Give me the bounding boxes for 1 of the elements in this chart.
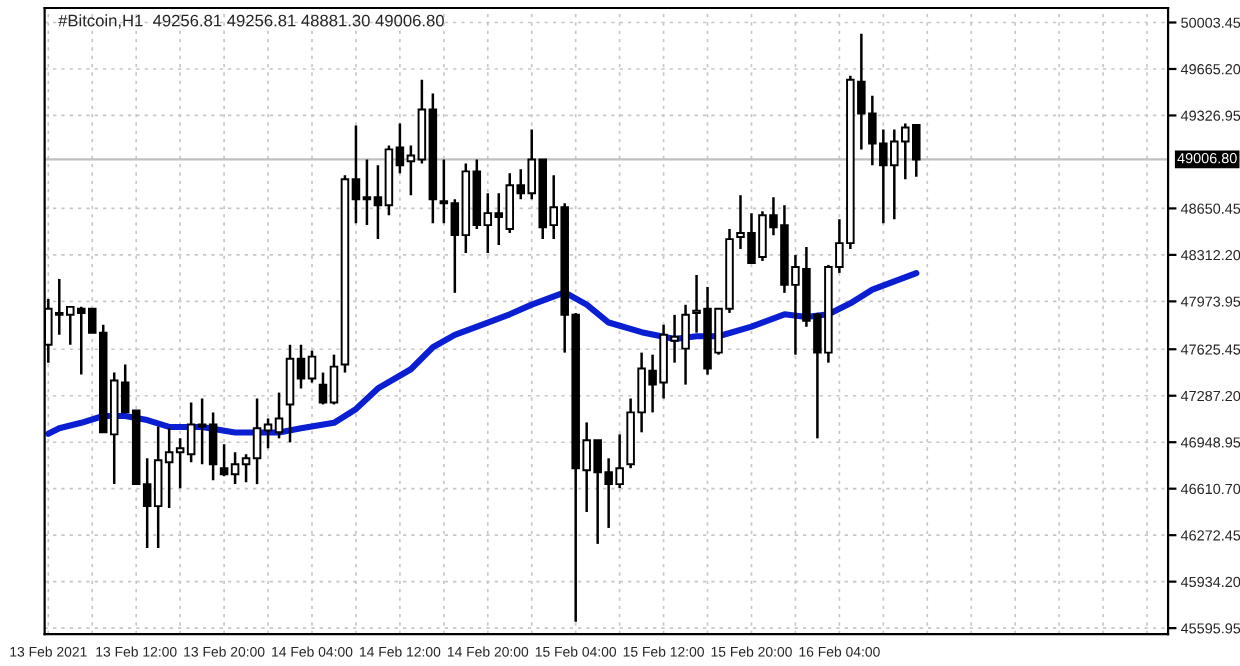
chart-title: #Bitcoin,H1 49256.81 49256.81 48881.30 49006.80 bbox=[58, 14, 444, 29]
